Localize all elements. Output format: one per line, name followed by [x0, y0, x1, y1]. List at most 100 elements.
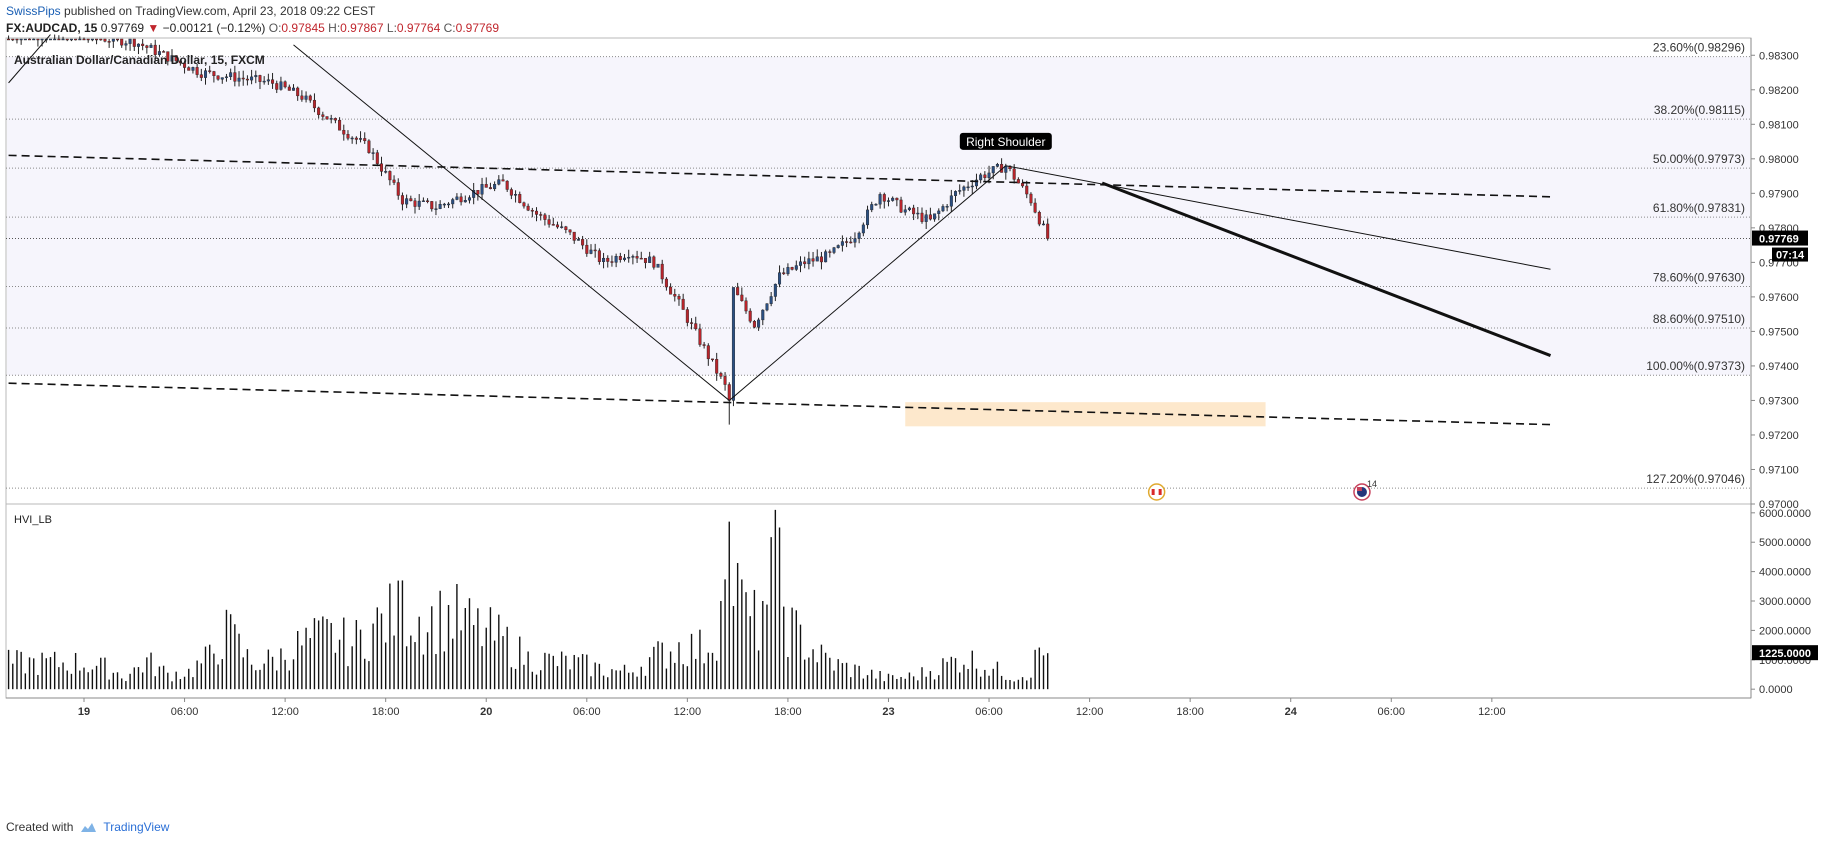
candle-body	[815, 256, 819, 262]
candle-body	[463, 199, 467, 203]
candle-body	[949, 195, 953, 207]
candle-body	[518, 194, 522, 203]
candle-body	[870, 204, 874, 211]
price-tick-label: 0.98300	[1759, 50, 1799, 62]
price-tick-label: 0.97200	[1759, 430, 1799, 442]
candle-body	[396, 182, 400, 196]
time-tick-label: 12:00	[674, 706, 702, 718]
time-tick-label: 06:00	[573, 706, 601, 718]
high-value: 0.97867	[340, 21, 384, 35]
candle-body	[974, 179, 978, 187]
support-zone-rect	[905, 402, 1266, 427]
candle-body	[48, 38, 52, 41]
candle-body	[958, 190, 962, 192]
candle-body	[254, 75, 258, 78]
time-tick-label: 06:00	[171, 706, 199, 718]
candle-body	[933, 213, 937, 220]
candle-body	[639, 257, 643, 260]
indicator-tick-label: 5000.0000	[1759, 537, 1811, 549]
candle-body	[333, 118, 337, 121]
candle-body	[731, 287, 735, 401]
candle-body	[602, 257, 606, 262]
candle-body	[405, 198, 409, 205]
candle-body	[983, 174, 987, 178]
candle-body	[589, 249, 593, 254]
candle-body	[338, 119, 342, 131]
candle-body	[212, 71, 216, 77]
candle-body	[32, 38, 36, 41]
indicator-last-badge	[1752, 645, 1818, 661]
fib-level-label: 61.80%(0.97831)	[1653, 201, 1745, 215]
candle-body	[78, 38, 82, 41]
flag-au-union	[1356, 487, 1362, 491]
candle-body	[379, 163, 383, 172]
candle-body	[317, 107, 321, 115]
fib-level-label: 127.20%(0.97046)	[1646, 472, 1745, 486]
candle-body	[321, 114, 325, 117]
candle-body	[258, 75, 262, 82]
economic-events[interactable]: 14	[1147, 479, 1377, 501]
author-link[interactable]: SwissPips	[6, 4, 61, 18]
candle-body	[702, 344, 706, 346]
tradingview-logo-icon	[79, 822, 97, 832]
candle-body	[891, 197, 895, 201]
close-label: C:	[443, 21, 456, 35]
down-arrow-icon: ▼	[147, 21, 160, 35]
fib-level-label: 100.00%(0.97373)	[1646, 359, 1745, 373]
candle-body	[308, 95, 312, 101]
candle-body	[551, 224, 555, 226]
candle-body	[907, 207, 911, 210]
time-axis[interactable]: 19 06:00 12:00 18:00 20 06:00 12:00 18:00 23 06:0…	[6, 697, 1751, 718]
candle-body	[882, 194, 886, 202]
candle-body	[530, 210, 534, 212]
fib-shading	[7, 56, 1750, 376]
candle-body	[346, 133, 350, 139]
candle-body	[585, 244, 589, 254]
candle-body	[501, 179, 505, 182]
thin-trendline	[293, 44, 730, 401]
candle-body	[581, 239, 585, 246]
candle-body	[664, 278, 668, 288]
candle-body	[111, 38, 115, 42]
candle-body	[1037, 212, 1041, 225]
candle-body	[761, 309, 765, 321]
candle-body	[782, 272, 786, 275]
candle-body	[65, 38, 69, 41]
candle-body	[28, 38, 32, 41]
candle-body	[631, 256, 635, 258]
candle-body	[124, 43, 128, 46]
candle-body	[145, 45, 149, 48]
annotation-box	[959, 132, 1052, 150]
indicator-last-text: 1225.0000	[1759, 648, 1811, 660]
chart-area[interactable]: 23.60%(0.98296) 38.20%(0.98115) 50.00%(0.9…	[0, 0, 1824, 818]
candle-body	[945, 206, 949, 208]
candle-body	[170, 55, 174, 62]
thin-trendline	[1005, 165, 1551, 270]
candle-body	[845, 241, 849, 243]
candle-body	[576, 239, 580, 241]
price-tick-label: 0.97900	[1759, 188, 1799, 200]
candle-body	[798, 261, 802, 266]
last-price: 0.97769	[100, 21, 145, 35]
indicator-tick-label: 6000.0000	[1759, 508, 1811, 520]
candle-body	[597, 250, 601, 262]
candle-body	[195, 67, 199, 75]
candle-body	[275, 83, 279, 90]
trendlines[interactable]	[8, 34, 1552, 426]
price-tick-label: 0.98000	[1759, 154, 1799, 166]
countdown-badge	[1772, 247, 1808, 262]
candle-body	[593, 249, 597, 252]
candle-body	[191, 67, 195, 71]
candle-body	[786, 267, 790, 275]
price-tick-label: 0.98200	[1759, 85, 1799, 97]
ohlc-legend: FX:AUDCAD, 15 0.97769 ▼ −0.00121 (−0.12%…	[6, 21, 499, 35]
candle-body	[455, 196, 459, 200]
candle-body	[421, 200, 425, 202]
symbol-label[interactable]: FX:AUDCAD, 15	[6, 21, 98, 35]
candle-body	[220, 77, 224, 80]
candle-body	[752, 321, 756, 328]
tradingview-link[interactable]: TradingView	[103, 820, 170, 834]
price-axis[interactable]: 0.983000.982000.981000.980000.979000.978…	[1751, 50, 1808, 511]
candle-body	[606, 257, 610, 262]
candle-body	[857, 232, 861, 239]
